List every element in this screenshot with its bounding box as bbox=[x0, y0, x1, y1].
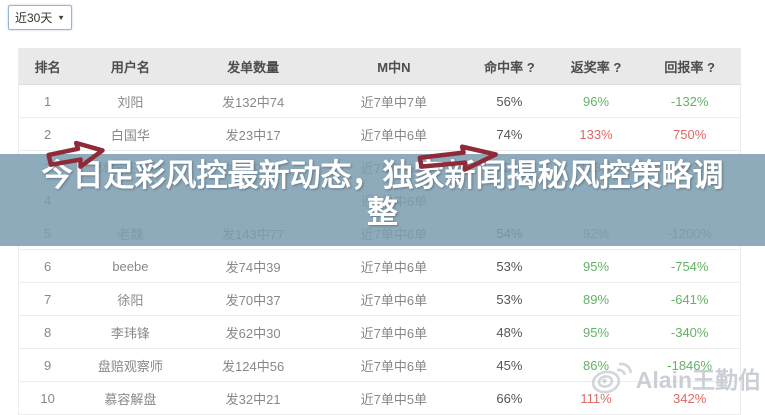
table-row: 8 李玮锋 发62中30 近7单中6单 48% 95% -340% bbox=[18, 315, 741, 349]
orders-cell: 发132中74 bbox=[184, 84, 322, 118]
mn-cell: 近7单中6单 bbox=[321, 117, 467, 151]
ret-cell: 95% bbox=[552, 315, 640, 349]
roi-cell: -340% bbox=[639, 315, 741, 349]
rank-cell: 8 bbox=[18, 315, 77, 349]
hit-cell: 66% bbox=[466, 381, 553, 415]
rank-cell: 6 bbox=[18, 249, 77, 283]
rank-cell: 2 bbox=[18, 117, 77, 151]
user-cell[interactable]: 慕容解盘 bbox=[76, 381, 185, 415]
header-return-rate[interactable]: 返奖率 ? bbox=[552, 48, 640, 85]
ret-cell: 95% bbox=[552, 249, 640, 283]
orders-cell: 发32中21 bbox=[184, 381, 322, 415]
roi-cell: 750% bbox=[639, 117, 741, 151]
rank-cell: 7 bbox=[18, 282, 77, 316]
table-row: 6 beebe 发74中39 近7单中6单 53% 95% -754% bbox=[18, 249, 741, 283]
user-cell[interactable]: beebe bbox=[76, 249, 185, 283]
hit-cell: 53% bbox=[466, 282, 553, 316]
orders-cell: 发70中37 bbox=[184, 282, 322, 316]
table-row: 1 刘阳 发132中74 近7单中7单 56% 96% -132% bbox=[18, 84, 741, 118]
chevron-down-icon: ▼ bbox=[57, 13, 65, 22]
orders-cell: 发23中17 bbox=[184, 117, 322, 151]
user-cell[interactable]: 白国华 bbox=[76, 117, 185, 151]
user-cell[interactable]: 李玮锋 bbox=[76, 315, 185, 349]
mn-cell: 近7单中6单 bbox=[321, 249, 467, 283]
header-rank: 排名 bbox=[18, 48, 77, 85]
orders-cell: 发74中39 bbox=[184, 249, 322, 283]
table-row: 7 徐阳 发70中37 近7单中6单 53% 89% -641% bbox=[18, 282, 741, 316]
ret-cell: 96% bbox=[552, 84, 640, 118]
roi-cell: -641% bbox=[639, 282, 741, 316]
watermark: Alain王勤伯 bbox=[590, 360, 761, 396]
period-select-value: 近30天 bbox=[15, 11, 53, 25]
mn-cell: 近7单中7单 bbox=[321, 84, 467, 118]
rank-cell: 9 bbox=[18, 348, 77, 382]
hit-cell: 45% bbox=[466, 348, 553, 382]
period-select[interactable]: 近30天 ▼ bbox=[8, 5, 72, 30]
roi-cell: -132% bbox=[639, 84, 741, 118]
rank-cell: 10 bbox=[18, 381, 77, 415]
headline-overlay: 今日足彩风控最新动态，独家新闻揭秘风控策略调整 bbox=[0, 154, 765, 246]
header-hit-rate[interactable]: 命中率 ? bbox=[466, 48, 553, 85]
hit-cell: 48% bbox=[466, 315, 553, 349]
user-cell[interactable]: 刘阳 bbox=[76, 84, 185, 118]
roi-cell: -1846% bbox=[639, 348, 741, 382]
mn-cell: 近7单中6单 bbox=[321, 315, 467, 349]
header-orders: 发单数量 bbox=[184, 48, 322, 85]
orders-cell: 发62中30 bbox=[184, 315, 322, 349]
mn-cell: 近7单中6单 bbox=[321, 348, 467, 382]
rank-cell: 1 bbox=[18, 84, 77, 118]
table-header-row: 排名 用户名 发单数量 M中N 命中率 ? 返奖率 ? 回报率 ? bbox=[18, 48, 741, 85]
mn-cell: 近7单中6单 bbox=[321, 282, 467, 316]
table-row: 2 白国华 发23中17 近7单中6单 74% 133% 750% bbox=[18, 117, 741, 151]
ret-cell: 89% bbox=[552, 282, 640, 316]
headline-text: 今日足彩风控最新动态，独家新闻揭秘风控策略调整 bbox=[41, 158, 724, 230]
annotation-arrow-username bbox=[46, 140, 105, 169]
header-mn: M中N bbox=[321, 48, 467, 85]
roi-cell: -754% bbox=[639, 249, 741, 283]
hit-cell: 56% bbox=[466, 84, 553, 118]
hit-cell: 53% bbox=[466, 249, 553, 283]
ret-cell: 133% bbox=[552, 117, 640, 151]
user-cell[interactable]: 盘赔观察师 bbox=[76, 348, 185, 382]
orders-cell: 发124中56 bbox=[184, 348, 322, 382]
table-row: 9 盘赔观察师 发124中56 近7单中6单 45% 86% -1846% bbox=[18, 348, 741, 382]
annotation-arrow-hit-rate bbox=[417, 144, 499, 172]
user-cell[interactable]: 徐阳 bbox=[76, 282, 185, 316]
mn-cell: 近7单中5单 bbox=[321, 381, 467, 415]
header-roi[interactable]: 回报率 ? bbox=[639, 48, 741, 85]
weibo-icon bbox=[591, 362, 632, 394]
hit-cell: 74% bbox=[466, 117, 553, 151]
header-user: 用户名 bbox=[76, 48, 185, 85]
watermark-text: Alain王勤伯 bbox=[635, 367, 761, 393]
